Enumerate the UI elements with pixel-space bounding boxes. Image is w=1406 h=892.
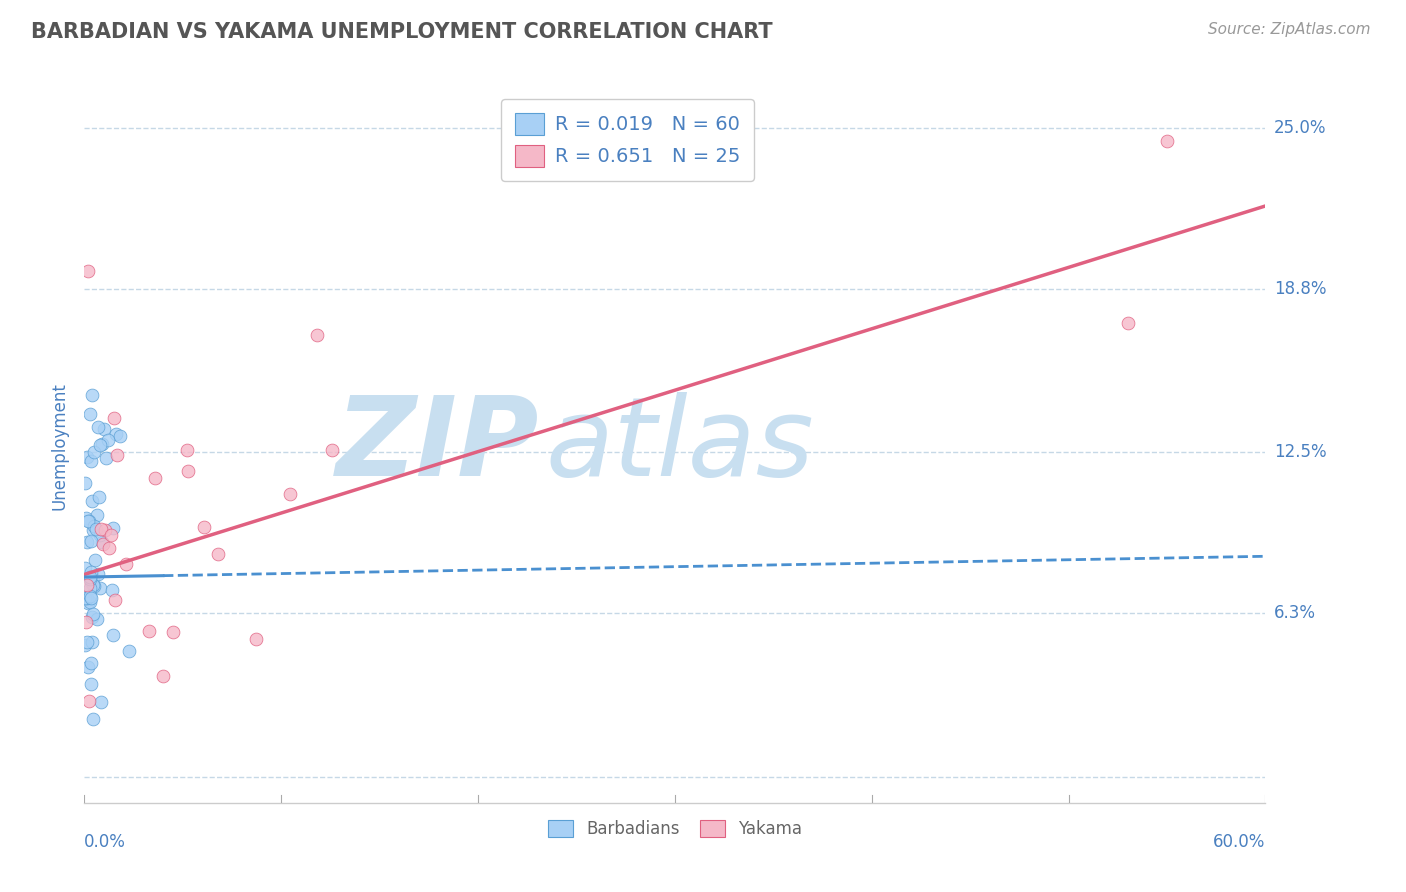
Point: [75, 591, 97, 606]
Point: [84, 522, 107, 536]
Text: 25.0%: 25.0%: [1274, 120, 1326, 137]
Point: [91, 535, 114, 549]
Text: 6.3%: 6.3%: [1274, 605, 1316, 623]
Point: [75, 476, 97, 491]
Point: [108, 428, 131, 442]
Point: [80, 565, 103, 579]
Legend: Barbadians, Yakama: Barbadians, Yakama: [541, 813, 808, 845]
Point: [82, 635, 104, 649]
Point: [79, 581, 101, 595]
Text: ZIP: ZIP: [336, 392, 538, 500]
Point: [83, 445, 105, 459]
Point: [82, 712, 104, 726]
Point: [79, 570, 101, 584]
Point: [83, 579, 105, 593]
Point: [79, 572, 101, 586]
Point: [79, 407, 101, 421]
Point: [77, 659, 100, 673]
Text: atlas: atlas: [546, 392, 814, 500]
Point: [77, 514, 100, 528]
Point: [76, 578, 98, 592]
Text: BARBADIAN VS YAKAMA UNEMPLOYMENT CORRELATION CHART: BARBADIAN VS YAKAMA UNEMPLOYMENT CORRELA…: [31, 22, 772, 42]
Point: [80, 609, 103, 624]
Point: [245, 632, 267, 646]
Point: [79, 595, 101, 609]
Point: [162, 624, 184, 639]
Point: [76, 450, 98, 465]
Point: [177, 464, 200, 478]
Point: [94, 451, 117, 466]
Point: [86, 508, 108, 523]
Point: [152, 669, 174, 683]
Point: [143, 471, 166, 485]
Text: Source: ZipAtlas.com: Source: ZipAtlas.com: [1208, 22, 1371, 37]
Point: [76, 535, 98, 549]
Point: [115, 557, 138, 571]
Point: [79, 589, 101, 603]
Point: [87, 566, 110, 581]
Point: [100, 528, 122, 542]
Text: 0.0%: 0.0%: [84, 833, 127, 851]
Point: [103, 411, 125, 425]
Text: 12.5%: 12.5%: [1274, 443, 1326, 461]
Point: [80, 574, 103, 589]
Point: [321, 442, 343, 457]
Point: [1116, 316, 1139, 330]
Point: [84, 552, 107, 566]
Point: [207, 547, 229, 561]
Point: [278, 486, 301, 500]
Point: [82, 607, 104, 621]
Point: [97, 541, 120, 556]
Point: [77, 514, 100, 528]
Point: [75, 561, 97, 575]
Point: [80, 677, 103, 691]
Point: [82, 524, 104, 538]
Point: [104, 427, 127, 442]
Point: [75, 511, 97, 525]
Point: [80, 656, 103, 670]
Point: [89, 438, 111, 452]
Text: 60.0%: 60.0%: [1213, 833, 1265, 851]
Point: [90, 695, 112, 709]
Point: [75, 639, 97, 653]
Point: [86, 612, 108, 626]
Point: [101, 520, 124, 534]
Point: [101, 583, 124, 598]
Point: [93, 422, 115, 436]
Point: [77, 264, 100, 278]
Point: [83, 519, 105, 533]
Y-axis label: Unemployment: Unemployment: [51, 382, 69, 510]
Point: [77, 694, 100, 708]
Point: [87, 419, 110, 434]
Point: [193, 520, 215, 534]
Point: [94, 523, 117, 537]
Point: [305, 327, 328, 342]
Point: [76, 591, 98, 605]
Point: [89, 582, 111, 596]
Point: [79, 591, 101, 606]
Point: [80, 494, 103, 508]
Point: [104, 593, 127, 607]
Point: [80, 388, 103, 402]
Point: [80, 453, 103, 467]
Point: [97, 433, 120, 447]
Point: [75, 615, 97, 630]
Point: [1156, 134, 1178, 148]
Point: [89, 527, 111, 541]
Point: [89, 490, 111, 504]
Text: 18.8%: 18.8%: [1274, 280, 1326, 298]
Point: [77, 596, 100, 610]
Point: [118, 644, 141, 658]
Point: [91, 537, 114, 551]
Point: [176, 442, 198, 457]
Point: [82, 570, 104, 584]
Point: [101, 628, 124, 642]
Point: [90, 522, 112, 536]
Point: [105, 449, 128, 463]
Point: [80, 534, 103, 549]
Point: [82, 578, 104, 592]
Point: [76, 635, 98, 649]
Point: [90, 436, 112, 450]
Point: [138, 624, 160, 638]
